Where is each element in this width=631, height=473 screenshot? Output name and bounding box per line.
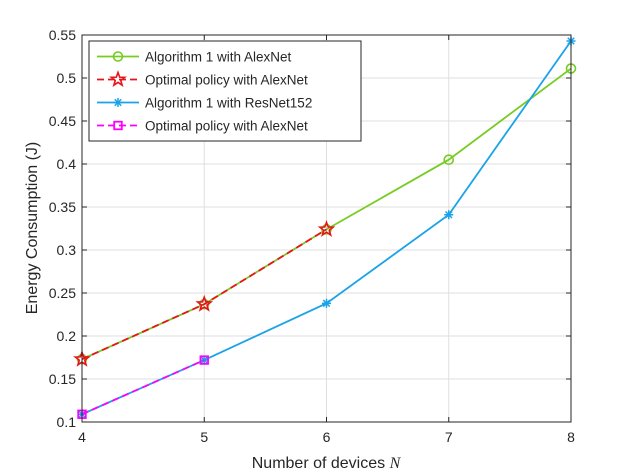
x-tick-label: 8 <box>567 429 575 445</box>
legend-marker-swatch <box>112 51 124 62</box>
data-point-marker <box>199 355 209 365</box>
legend-label: Algorithm 1 with AlexNet <box>145 50 292 65</box>
y-axis-label: Energy Consumption (J) <box>24 142 41 315</box>
data-point-marker <box>322 298 331 308</box>
y-tick-label: 0.4 <box>57 156 77 172</box>
y-tick-label: 0.1 <box>57 414 77 430</box>
y-tick-label: 0.5 <box>57 70 77 86</box>
y-tick-label: 0.55 <box>49 27 76 43</box>
legend-marker-swatch <box>113 98 123 107</box>
data-point-marker <box>444 210 454 220</box>
y-axis-ticks: 0.1 0.15 0.2 0.25 0.3 0.35 0.4 0.45 0.5 0.55 <box>49 27 571 430</box>
x-tick-label: 5 <box>200 429 208 445</box>
legend-box <box>88 40 362 142</box>
x-tick-label: 4 <box>78 429 86 445</box>
series-2 <box>73 220 336 367</box>
data-point-marker <box>443 154 455 165</box>
legend-label: Optimal policy with AlexNet <box>145 73 308 88</box>
x-axis-label: Number of devices N <box>252 455 402 472</box>
y-tick-label: 0.45 <box>49 113 76 129</box>
legend: Algorithm 1 with AlexNet Optimal policy w… <box>88 40 362 142</box>
x-tick-label: 6 <box>323 429 331 445</box>
y-tick-label: 0.3 <box>57 242 77 258</box>
legend-entry: Algorithm 1 with ResNet152 <box>97 96 312 111</box>
series-line <box>81 228 327 361</box>
data-point-marker <box>317 220 336 237</box>
x-axis-label-variable: N <box>389 455 402 472</box>
legend-marker-swatch <box>113 120 123 131</box>
y-tick-label: 0.15 <box>49 371 76 387</box>
legend-entry: Optimal policy with AlexNet <box>97 119 308 134</box>
x-axis-ticks: 4 5 6 7 8 <box>78 35 575 445</box>
legend-label: Algorithm 1 with ResNet152 <box>145 96 312 111</box>
y-tick-label: 0.35 <box>49 199 76 215</box>
data-point-marker <box>195 294 214 312</box>
legend-label: Optimal policy with AlexNet <box>145 119 308 134</box>
x-tick-label: 7 <box>445 429 453 445</box>
legend-entry: Optimal policy with AlexNet <box>97 70 308 88</box>
legend-entry: Algorithm 1 with AlexNet <box>97 50 292 65</box>
series-line <box>81 359 205 416</box>
y-tick-label: 0.2 <box>57 328 77 344</box>
legend-marker-swatch <box>109 70 127 88</box>
x-axis-label-text: Number of devices <box>252 455 385 472</box>
y-tick-label: 0.25 <box>49 285 76 301</box>
